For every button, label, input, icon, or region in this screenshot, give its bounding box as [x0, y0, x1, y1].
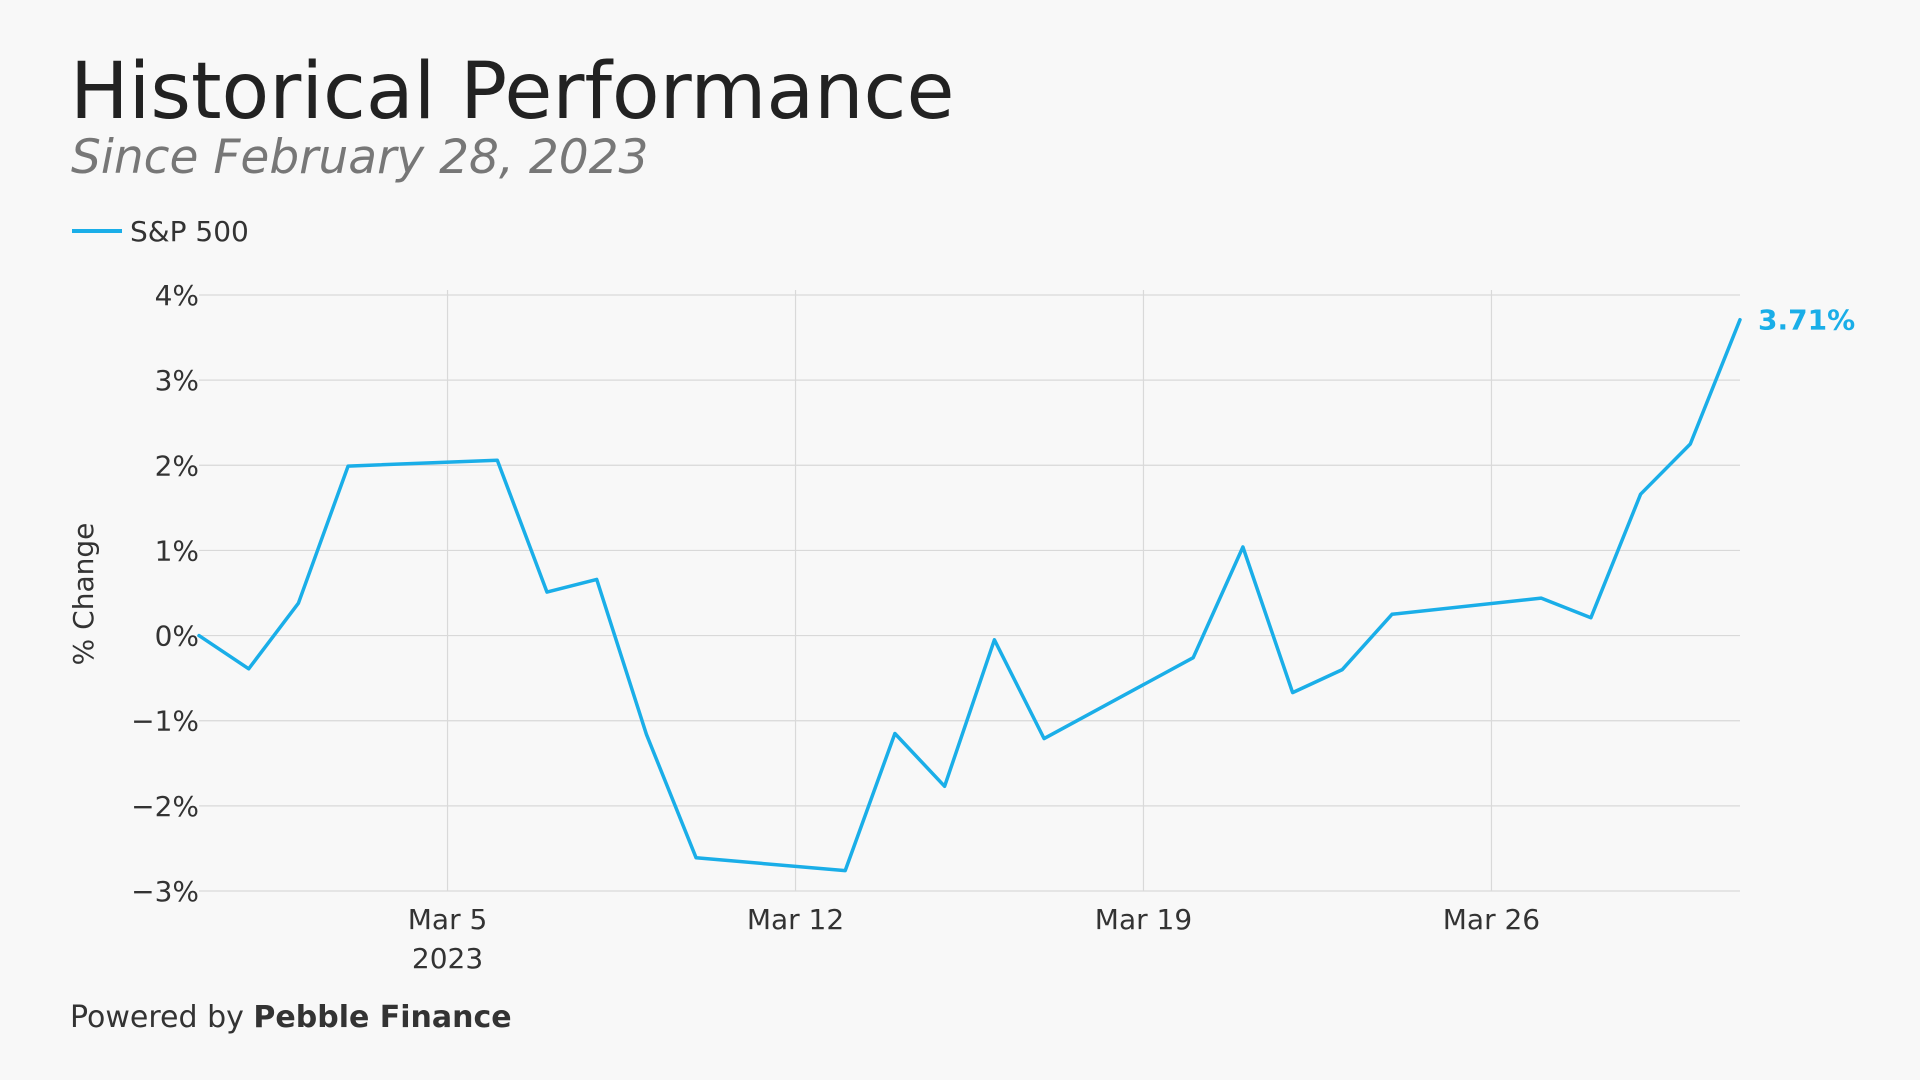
- y-tick-label: −2%: [131, 790, 199, 823]
- y-tick-label: −1%: [131, 705, 199, 738]
- legend-label-sp500: S&P 500: [130, 214, 249, 248]
- y-tick-label: 4%: [155, 279, 199, 312]
- footer-brand: Pebble Finance: [253, 1000, 512, 1035]
- series-end-value-label: 3.71%: [1758, 304, 1855, 337]
- grid-lines: [199, 290, 1740, 892]
- y-tick-label: 1%: [155, 534, 199, 567]
- legend-swatch-sp500: [72, 229, 122, 233]
- legend: S&P 500: [72, 213, 249, 249]
- y-tick-label: 3%: [155, 364, 199, 397]
- x-tick-label: Mar 19: [1095, 903, 1192, 936]
- y-tick-label: 0%: [155, 620, 199, 653]
- x-tick-label: Mar 12: [747, 903, 844, 936]
- x-tick-label: Mar 26: [1443, 903, 1540, 936]
- series-layer: 3.71%: [197, 304, 1855, 873]
- footer: Powered by Pebble Finance: [70, 999, 512, 1037]
- y-tick-label: 2%: [155, 449, 199, 482]
- chart-title: Historical Performance: [70, 47, 955, 137]
- y-tick-label: −3%: [131, 875, 199, 908]
- y-axis-label: % Change: [67, 523, 100, 666]
- x-tick-label: Mar 5: [408, 903, 488, 936]
- x-axis-ticks: Mar 5 2023 Mar 12 Mar 19 Mar 26: [408, 903, 1540, 975]
- x-tick-sublabel: 2023: [412, 942, 483, 975]
- series-line-sp500: [197, 317, 1742, 873]
- footer-prefix: Powered by: [70, 1000, 254, 1035]
- y-axis-ticks: −3% −2% −1% 0% 1% 2% 3% 4%: [131, 279, 199, 908]
- chart-subtitle: Since February 28, 2023: [71, 130, 649, 185]
